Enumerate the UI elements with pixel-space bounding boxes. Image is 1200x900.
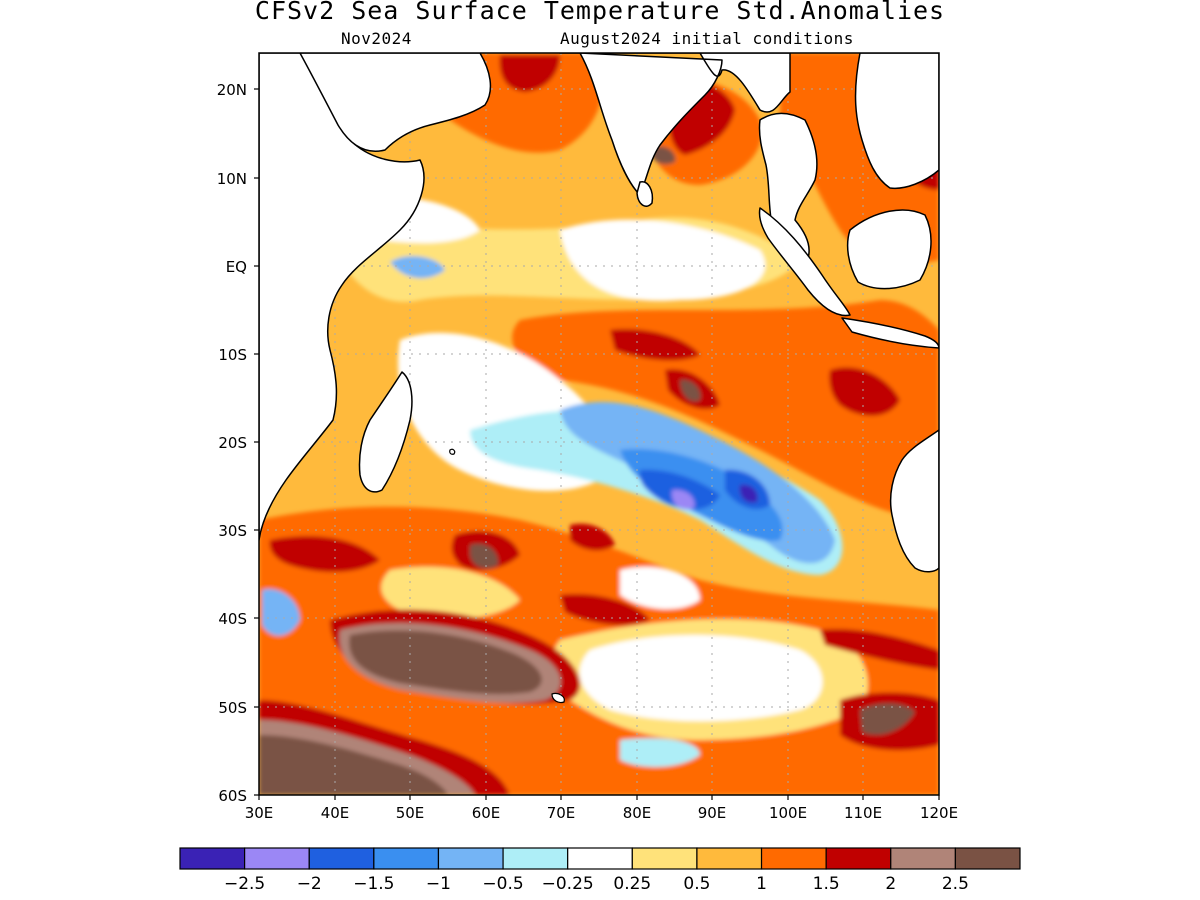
- lon-tick-label: 80E: [623, 804, 652, 822]
- colorbar-swatch: [179, 847, 246, 870]
- lon-tick-label: 90E: [698, 804, 727, 822]
- lon-tick-label: 100E: [769, 804, 807, 822]
- colorbar-label: 2.5: [942, 874, 969, 894]
- lat-tick-label: 20N: [217, 81, 247, 99]
- lat-tick-label: 40S: [218, 610, 247, 628]
- lon-tick-label: 60E: [472, 804, 501, 822]
- lon-tick-label: 120E: [920, 804, 958, 822]
- madagascar-landmass: [358, 371, 413, 493]
- map-title: CFSv2 Sea Surface Temperature Std.Anomal…: [254, 0, 946, 25]
- lat-tick-label: 20S: [218, 434, 247, 452]
- sri-lanka-landmass: [636, 181, 654, 207]
- colorbar-swatch: [696, 847, 763, 870]
- axis-ticks: [254, 88, 940, 800]
- lat-tick-label: EQ: [226, 258, 247, 276]
- colorbar: −2.5 −2 −1.5 −1 −0.5 −0.25 0.25 0.5 1 1.5 2 2.5: [179, 847, 1021, 894]
- colorbar-label: −2: [297, 874, 322, 894]
- lon-tick-label: 40E: [321, 804, 350, 822]
- lon-tick-label: 50E: [396, 804, 425, 822]
- arabia-landmass: [299, 53, 492, 152]
- colorbar-swatch: [567, 847, 633, 870]
- colorbar-swatch: [890, 847, 956, 870]
- colorbar-swatch: [825, 847, 892, 870]
- colorbar-swatch: [308, 847, 375, 870]
- mascarene-island: [449, 448, 456, 455]
- colorbar-label: 0.5: [683, 874, 710, 894]
- colorbar-swatch: [244, 847, 310, 870]
- colorbar-label: −0.25: [542, 874, 594, 894]
- colorbar-swatch: [373, 847, 440, 870]
- australia-landmass: [889, 429, 939, 573]
- initial-conditions-label: August2024 initial conditions: [560, 29, 854, 48]
- colorbar-swatch: [631, 847, 698, 870]
- colorbar-swatch: [954, 847, 1021, 870]
- colorbar-swatch: [437, 847, 504, 870]
- colorbar-label: 2: [885, 874, 896, 894]
- lon-tick-label: 30E: [245, 804, 274, 822]
- colorbar-swatch: [502, 847, 569, 870]
- lat-tick-label: 30S: [218, 522, 247, 540]
- kerguelen-island: [551, 692, 565, 704]
- colorbar-label: 1.5: [813, 874, 840, 894]
- colorbar-swatch: [760, 847, 827, 870]
- lat-tick-label: 60S: [218, 787, 247, 805]
- lat-tick-label: 10S: [218, 346, 247, 364]
- southeast-asia-landmass: [758, 53, 939, 259]
- forecast-month-label: Nov2024: [341, 29, 412, 48]
- colorbar-label: 1: [756, 874, 767, 894]
- colorbar-label: 0.25: [613, 874, 651, 894]
- borneo-java-landmass: [841, 209, 939, 349]
- lon-tick-label: 110E: [844, 804, 882, 822]
- sumatra-landmass: [758, 207, 851, 317]
- colorbar-label: −1.5: [353, 874, 394, 894]
- colorbar-label: −1: [426, 874, 451, 894]
- lat-tick-label: 50S: [218, 699, 247, 717]
- india-landmass: [559, 53, 791, 196]
- map-frame: [258, 52, 940, 796]
- lat-tick-label: 10N: [217, 170, 247, 188]
- colorbar-label: −2.5: [224, 874, 265, 894]
- colorbar-label: −0.5: [482, 874, 523, 894]
- lon-tick-label: 70E: [547, 804, 576, 822]
